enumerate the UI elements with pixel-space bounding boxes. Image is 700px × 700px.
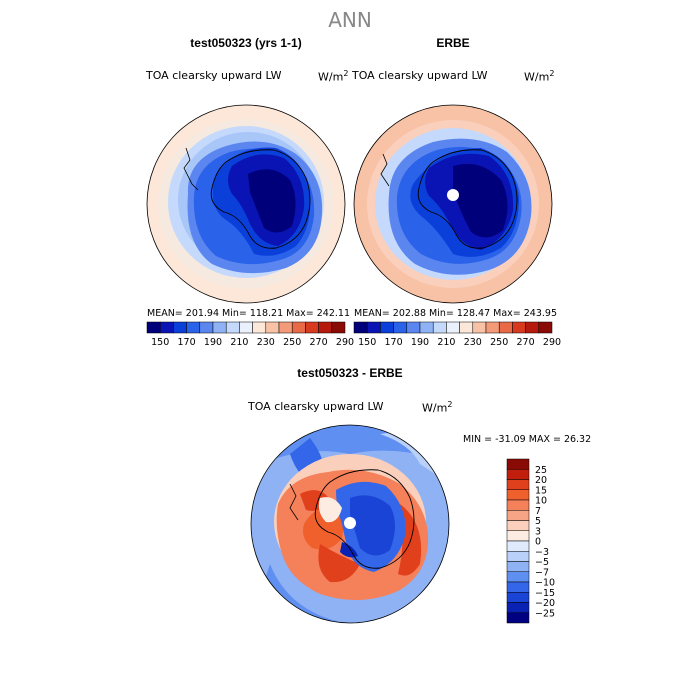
colorbar-swatch <box>146 321 161 334</box>
polar-map-difference <box>250 424 450 624</box>
colorbar-tick-label: 210 <box>437 337 455 348</box>
colorbar-swatch <box>225 321 240 334</box>
colorbar-tick-label: 190 <box>411 337 429 348</box>
field-label-model: TOA clearsky upward LW <box>146 69 282 82</box>
colorbar-tick-label: −5 <box>535 557 549 568</box>
colorbar-tick-label: 10 <box>535 496 547 507</box>
colorbar-tick-label: 290 <box>543 337 561 348</box>
colorbar-swatch <box>278 321 293 334</box>
colorbar-tick-label: 5 <box>535 516 541 527</box>
colorbar-swatch <box>265 321 280 334</box>
colorbar-swatch <box>506 499 530 511</box>
colorbar-swatch <box>506 489 530 501</box>
colorbar-tick-label: 150 <box>358 337 376 348</box>
colorbar-tick-label: 0 <box>535 537 541 548</box>
colorbar-swatch <box>291 321 306 334</box>
colorbar-swatch <box>506 530 530 542</box>
stats-obs: MEAN= 202.88 Min= 128.47 Max= 243.95 <box>354 308 558 319</box>
colorbar-tick-label: −20 <box>535 598 555 609</box>
colorbar-tick-label: −7 <box>535 567 549 578</box>
colorbar-tick-label: 15 <box>535 485 547 496</box>
colorbar-tick-label: 250 <box>490 337 508 348</box>
colorbar-swatch <box>239 321 253 334</box>
colorbar-swatch <box>159 321 174 334</box>
colorbar-swatch <box>506 612 530 624</box>
diff-minmax: MIN = -31.09 MAX = 26.32 <box>463 434 592 445</box>
colorbar-swatch <box>472 321 487 334</box>
colorbar-tick-label: −3 <box>535 547 549 558</box>
colorbar-tick-label: 250 <box>283 337 301 348</box>
colorbar-swatch <box>406 321 421 334</box>
colorbar-tick-label: 230 <box>257 337 275 348</box>
colorbar-swatch <box>366 321 381 334</box>
colorbar-swatch <box>446 321 460 334</box>
colorbar-tick-label: 270 <box>517 337 535 348</box>
colorbar-swatch <box>186 321 201 334</box>
colorbar-swatch <box>199 321 214 334</box>
diff-units-label: W/m2 <box>422 400 453 415</box>
colorbar-tick-label: 270 <box>310 337 328 348</box>
colorbar-tick-label: 210 <box>230 337 248 348</box>
colorbar-swatch <box>506 592 530 603</box>
colorbar-swatch <box>432 321 447 334</box>
colorbar-swatch <box>506 540 530 552</box>
colorbar-tick-label: 290 <box>336 337 354 348</box>
colorbar-swatch <box>393 321 408 334</box>
stats-model: MEAN= 201.94 Min= 118.21 Max= 242.11 <box>147 308 351 319</box>
diff-field-label: TOA clearsky upward LW <box>248 400 384 413</box>
colorbar-swatch <box>506 561 530 572</box>
colorbar-tick-label: 3 <box>535 526 541 537</box>
colorbar-swatch <box>212 321 227 334</box>
units-label-obs: W/m2 <box>524 69 555 84</box>
panel-title-model: test050323 (yrs 1-1) <box>190 36 302 50</box>
colorbar-tick-label: 190 <box>204 337 222 348</box>
colorbar-swatch <box>512 321 526 334</box>
colorbar-swatch <box>506 551 530 562</box>
colorbar-swatch <box>506 458 530 470</box>
colorbar-tick-label: 25 <box>535 465 547 476</box>
colorbar-swatch <box>252 321 267 334</box>
colorbar-swatch <box>331 321 346 334</box>
field-label-obs: TOA clearsky upward LW <box>352 69 488 82</box>
panel-title-obs: ERBE <box>436 36 470 50</box>
units-label-model: W/m2 <box>318 69 349 84</box>
colorbar-swatch <box>506 602 530 613</box>
polar-map-obs <box>353 104 553 304</box>
colorbar-swatch <box>173 321 187 334</box>
colorbar-swatch <box>353 321 368 334</box>
colorbar-swatch <box>506 479 530 490</box>
colorbar-tick-label: 170 <box>178 337 196 348</box>
colorbar-swatch <box>506 581 530 593</box>
colorbar-obs: 150 170 190 210 230 250 270 290 <box>353 321 561 348</box>
colorbar-model: 150 170 190 210 230 250 270 290 <box>146 321 354 348</box>
colorbar-swatch <box>506 469 530 480</box>
polar-map-model <box>146 104 346 304</box>
colorbar-swatch <box>318 321 333 334</box>
colorbar-swatch <box>506 510 530 521</box>
colorbar-tick-label: 170 <box>385 337 403 348</box>
colorbar-tick-label: −15 <box>535 588 555 599</box>
colorbar-swatch <box>459 321 474 334</box>
colorbar-swatch <box>419 321 434 334</box>
colorbar-swatch <box>525 321 540 334</box>
colorbar-swatch <box>498 321 513 334</box>
colorbar-tick-label: 230 <box>464 337 482 348</box>
page-title: ANN <box>328 8 372 32</box>
diff-title: test050323 - ERBE <box>297 366 403 380</box>
colorbar-tick-label: 7 <box>535 506 541 517</box>
colorbar-swatch <box>506 520 530 531</box>
colorbar-tick-label: −25 <box>535 608 555 619</box>
colorbar-tick-label: −10 <box>535 578 555 589</box>
colorbar-swatch <box>485 321 500 334</box>
colorbar-swatch <box>538 321 553 334</box>
colorbar-swatch <box>305 321 319 334</box>
colorbar-swatch <box>380 321 394 334</box>
colorbar-tick-label: 150 <box>151 337 169 348</box>
colorbar-swatch <box>506 571 530 583</box>
colorbar-tick-label: 20 <box>535 475 547 486</box>
